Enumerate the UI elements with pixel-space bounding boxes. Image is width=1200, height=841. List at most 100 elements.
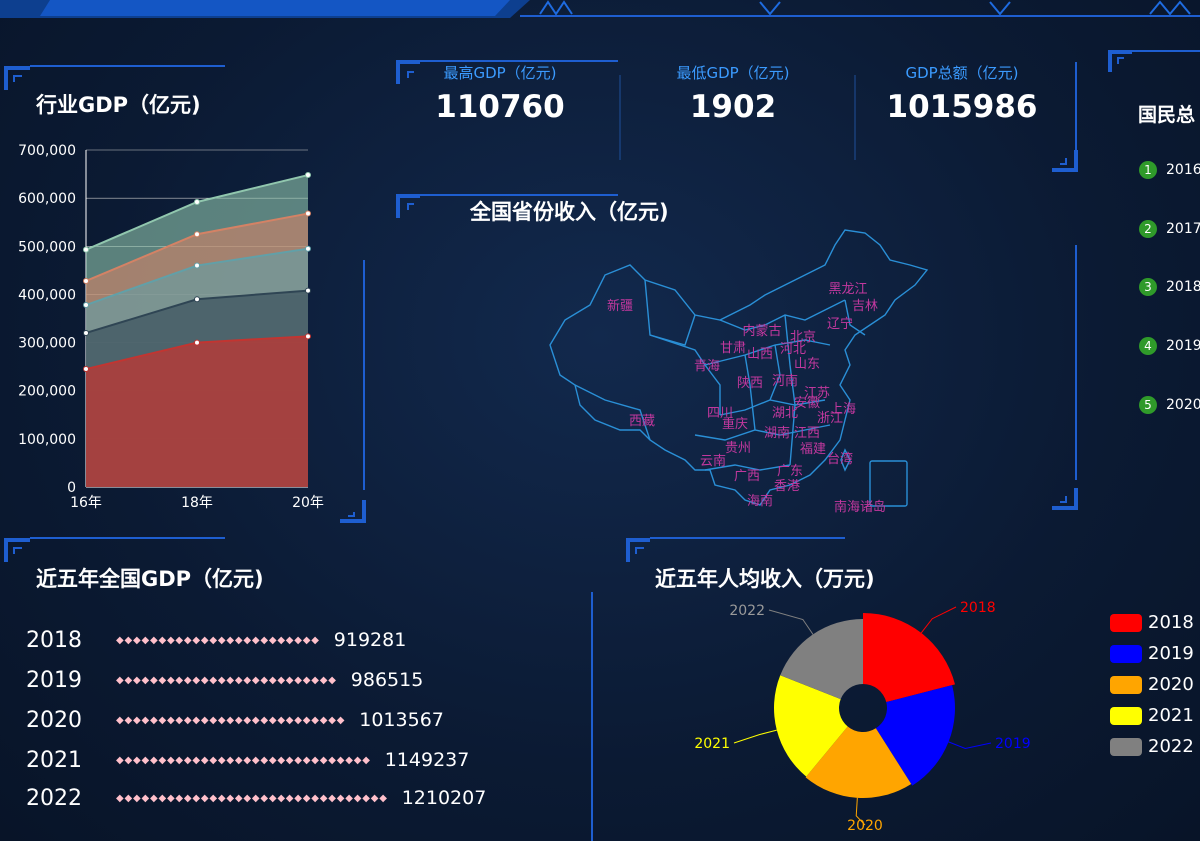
gdp-bar-row: 2018 ◆◆◆◆◆◆◆◆◆◆◆◆◆◆◆◆◆◆◆◆◆◆◆◆ 919281 bbox=[26, 625, 406, 655]
map-label[interactable]: 江西 bbox=[794, 426, 820, 441]
pie-leader-line bbox=[733, 729, 777, 744]
pie-slice[interactable] bbox=[780, 619, 863, 700]
map-label[interactable]: 四川 bbox=[707, 406, 733, 421]
map-label[interactable]: 福建 bbox=[800, 442, 826, 457]
pie-leader-line bbox=[855, 797, 866, 826]
legend-item[interactable]: 2019 bbox=[1110, 643, 1194, 664]
map-label[interactable]: 河北 bbox=[780, 342, 806, 357]
map-border bbox=[784, 314, 796, 466]
map-label[interactable]: 云南 bbox=[700, 453, 726, 469]
data-point[interactable] bbox=[83, 246, 89, 253]
pie-slice[interactable] bbox=[805, 726, 912, 798]
map-label[interactable]: 内蒙古 bbox=[742, 323, 781, 339]
map-label[interactable]: 甘肃 bbox=[720, 341, 746, 356]
legend-item[interactable]: 2021 bbox=[1110, 705, 1194, 726]
gdp-bar[interactable]: ◆◆◆◆◆◆◆◆◆◆◆◆◆◆◆◆◆◆◆◆◆◆◆◆ bbox=[116, 634, 320, 646]
map-label[interactable]: 山西 bbox=[747, 347, 773, 362]
map-label[interactable]: 西藏 bbox=[629, 414, 655, 429]
map-label[interactable]: 海南 bbox=[747, 493, 773, 509]
legend-swatch bbox=[1110, 737, 1142, 756]
kpi-value: 110760 bbox=[435, 89, 565, 125]
gdp-value-label: 1210207 bbox=[401, 787, 487, 809]
map-border bbox=[769, 344, 781, 401]
gdp-bar[interactable]: ◆◆◆◆◆◆◆◆◆◆◆◆◆◆◆◆◆◆◆◆◆◆◆◆◆◆◆ bbox=[116, 714, 346, 726]
data-point[interactable] bbox=[83, 302, 89, 309]
map-label[interactable]: 新疆 bbox=[607, 298, 633, 314]
map-label[interactable]: 江苏 bbox=[804, 385, 830, 401]
industry-area-chart: 0 100,000 200,000 300,000 400,000 500,000 600,… bbox=[18, 143, 324, 511]
map-label[interactable]: 贵州 bbox=[725, 441, 751, 456]
data-point[interactable] bbox=[83, 277, 89, 284]
pie-label: 2020 bbox=[847, 818, 883, 834]
data-point[interactable] bbox=[194, 339, 200, 346]
rank-text: 2020 bbox=[1166, 397, 1200, 413]
map-label[interactable]: 广东 bbox=[777, 464, 803, 479]
gdp-bar-row: 2021 ◆◆◆◆◆◆◆◆◆◆◆◆◆◆◆◆◆◆◆◆◆◆◆◆◆◆◆◆◆◆ 114923… bbox=[26, 745, 469, 775]
data-point[interactable] bbox=[305, 333, 311, 340]
map-label[interactable]: 吉林 bbox=[852, 299, 878, 314]
legend-label: 2021 bbox=[1148, 705, 1194, 726]
rank-item[interactable]: 4 2019 bbox=[1139, 337, 1200, 355]
map-border bbox=[694, 424, 831, 441]
map-title: 全国省份收入（亿元) bbox=[470, 200, 669, 224]
rank-item[interactable]: 2 2017 bbox=[1139, 220, 1200, 238]
data-point[interactable] bbox=[305, 287, 311, 294]
kpi-min-gdp: 最低GDP（亿元) 1902 bbox=[633, 62, 833, 125]
kpi-total-gdp: GDP总额（亿元) 1015986 bbox=[862, 62, 1062, 125]
map-label[interactable]: 辽宁 bbox=[827, 316, 853, 332]
legend-item[interactable]: 2018 bbox=[1110, 612, 1194, 633]
data-point[interactable] bbox=[194, 296, 200, 303]
data-point[interactable] bbox=[83, 366, 89, 373]
data-point[interactable] bbox=[305, 210, 311, 217]
map-label[interactable]: 安徽 bbox=[794, 396, 820, 411]
map-border bbox=[744, 354, 756, 431]
map-label[interactable]: 香港 bbox=[774, 479, 800, 494]
pie-slice[interactable] bbox=[774, 675, 848, 777]
pie-slice[interactable] bbox=[863, 613, 956, 703]
data-point[interactable] bbox=[305, 172, 311, 179]
legend-item[interactable]: 2022 bbox=[1110, 736, 1194, 757]
map-label[interactable]: 广西 bbox=[734, 469, 760, 484]
y-tick-label: 700,000 bbox=[18, 143, 76, 159]
pie-label: 2021 bbox=[694, 736, 730, 752]
rank-text: 2019 bbox=[1166, 338, 1200, 354]
data-point[interactable] bbox=[194, 262, 200, 269]
data-point[interactable] bbox=[83, 329, 89, 336]
map-label[interactable]: 台湾 bbox=[827, 451, 853, 467]
map-label[interactable]: 上海 bbox=[830, 402, 856, 417]
map-label[interactable]: 山东 bbox=[794, 357, 820, 372]
map-label[interactable]: 重庆 bbox=[722, 416, 748, 432]
data-point[interactable] bbox=[305, 245, 311, 252]
rank-text: 2017 bbox=[1166, 221, 1200, 237]
rank-item[interactable]: 3 2018 bbox=[1139, 278, 1200, 296]
y-tick-label: 100,000 bbox=[18, 432, 76, 448]
pie-leader-line bbox=[920, 606, 957, 634]
map-label[interactable]: 南海诸岛 bbox=[834, 499, 886, 515]
pie-slice[interactable] bbox=[875, 685, 955, 786]
map-label[interactable]: 浙江 bbox=[817, 411, 843, 426]
map-label[interactable]: 湖北 bbox=[772, 406, 798, 421]
rank-item[interactable]: 5 2020 bbox=[1139, 396, 1200, 414]
map-label[interactable]: 黑龙江 bbox=[828, 282, 867, 297]
map-label[interactable]: 北京 bbox=[790, 330, 816, 345]
gdp-bar[interactable]: ◆◆◆◆◆◆◆◆◆◆◆◆◆◆◆◆◆◆◆◆◆◆◆◆◆◆ bbox=[116, 674, 337, 686]
map-label[interactable]: 湖南 bbox=[764, 425, 790, 441]
map-taiwan bbox=[840, 448, 851, 472]
gdp-bar[interactable]: ◆◆◆◆◆◆◆◆◆◆◆◆◆◆◆◆◆◆◆◆◆◆◆◆◆◆◆◆◆◆ bbox=[116, 754, 371, 766]
map-label[interactable]: 河南 bbox=[772, 373, 798, 389]
gdp-bar[interactable]: ◆◆◆◆◆◆◆◆◆◆◆◆◆◆◆◆◆◆◆◆◆◆◆◆◆◆◆◆◆◆◆◆ bbox=[116, 792, 388, 804]
data-point[interactable] bbox=[194, 231, 200, 238]
map-label[interactable]: 青海 bbox=[694, 359, 720, 374]
rank-number: 4 bbox=[1139, 337, 1157, 355]
map-outline bbox=[549, 229, 929, 506]
map-south-sea-box bbox=[869, 460, 908, 507]
map-label[interactable]: 陕西 bbox=[737, 376, 763, 391]
data-point[interactable] bbox=[194, 198, 200, 205]
legend-label: 2019 bbox=[1148, 643, 1194, 664]
rank-item[interactable]: 1 2016 bbox=[1139, 161, 1200, 179]
legend-label: 2022 bbox=[1148, 736, 1194, 757]
gdp-year-label: 2022 bbox=[26, 785, 82, 811]
area-series-0 bbox=[86, 336, 308, 487]
legend-item[interactable]: 2020 bbox=[1110, 674, 1194, 695]
